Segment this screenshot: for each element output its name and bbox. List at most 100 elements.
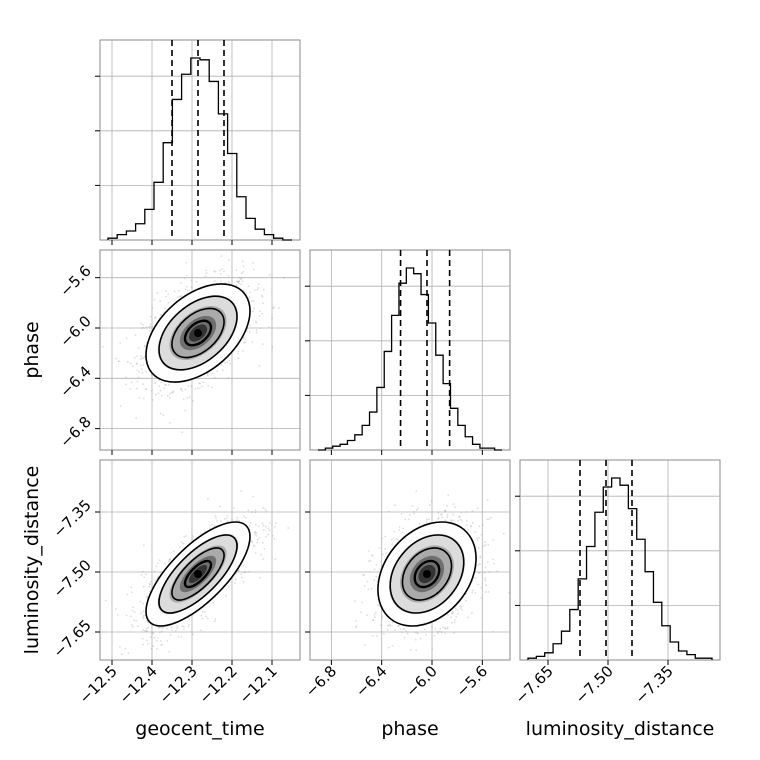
scatter-point	[240, 277, 243, 280]
scatter-point	[470, 524, 472, 527]
scatter-point	[492, 562, 495, 565]
scatter-point	[486, 518, 489, 521]
scatter-point	[143, 576, 146, 579]
scatter-point	[204, 284, 207, 286]
scatter-point	[374, 616, 376, 619]
scatter-point	[456, 609, 459, 611]
scatter-point	[190, 385, 193, 388]
scatter-point	[130, 615, 132, 618]
xtick-label: −7.50	[572, 662, 617, 707]
scatter-point	[148, 583, 151, 585]
scatter-point	[183, 628, 185, 630]
scatter-point	[402, 527, 405, 530]
scatter-point	[179, 295, 182, 298]
scatter-point	[146, 639, 149, 642]
scatter-point	[166, 394, 169, 397]
density-layer	[102, 255, 286, 434]
scatter-point	[131, 609, 134, 612]
scatter-point	[149, 323, 152, 325]
scatter-point	[159, 412, 162, 415]
scatter-point	[242, 337, 245, 339]
scatter-point	[184, 409, 187, 412]
scatter-point	[472, 589, 474, 592]
scatter-point	[160, 644, 163, 647]
scatter-point	[374, 611, 377, 614]
xlabel-geocent-time: geocent_time	[135, 718, 264, 740]
scatter-point	[135, 362, 138, 365]
scatter-point	[248, 524, 251, 527]
scatter-point	[246, 330, 249, 332]
scatter-point	[482, 545, 485, 547]
scatter-point	[454, 506, 456, 509]
density-layer	[354, 490, 510, 652]
scatter-point	[271, 346, 274, 349]
scatter-point	[180, 295, 183, 298]
scatter-point	[256, 541, 259, 544]
scatter-point	[268, 529, 271, 532]
scatter-point	[190, 286, 193, 288]
scatter-point	[251, 300, 254, 303]
scatter-point	[157, 575, 159, 578]
scatter-point	[155, 639, 158, 642]
scatter-point	[166, 640, 169, 642]
scatter-point	[453, 621, 456, 623]
scatter-point	[385, 552, 387, 554]
scatter-point	[129, 362, 132, 365]
scatter-point	[131, 365, 134, 368]
ytick-label: −7.65	[50, 616, 95, 661]
scatter-point	[220, 273, 222, 275]
scatter-point	[160, 643, 163, 646]
scatter-point	[238, 280, 241, 282]
scatter-point	[360, 611, 362, 614]
scatter-point	[162, 387, 165, 389]
scatter-point	[235, 284, 238, 286]
scatter-point	[185, 535, 187, 537]
scatter-point	[398, 526, 401, 528]
scatter-point	[441, 513, 443, 515]
scatter-point	[226, 520, 229, 522]
scatter-point	[180, 388, 183, 391]
scatter-point	[235, 519, 238, 522]
scatter-point	[238, 519, 240, 522]
panel-2d-luminosity-distance-vs-geocent-time	[95, 459, 301, 665]
scatter-point	[173, 290, 176, 293]
scatter-point	[213, 524, 216, 527]
scatter-point	[201, 617, 204, 620]
scatter-point	[275, 522, 277, 524]
scatter-point	[228, 359, 231, 362]
scatter-point	[241, 350, 244, 352]
scatter-point	[398, 529, 401, 531]
scatter-point	[496, 570, 498, 573]
scatter-point	[191, 538, 194, 540]
scatter-point	[250, 540, 253, 543]
scatter-point	[150, 647, 153, 650]
scatter-point	[147, 626, 150, 629]
scatter-point	[419, 637, 422, 640]
xtick-label: −6.4	[352, 662, 390, 700]
scatter-point	[190, 279, 193, 282]
scatter-point	[181, 431, 184, 434]
scatter-point	[231, 519, 234, 521]
scatter-point	[207, 384, 210, 387]
scatter-point	[226, 361, 229, 364]
scatter-point	[213, 270, 216, 273]
scatter-point	[261, 294, 263, 297]
scatter-point	[487, 561, 489, 563]
scatter-point	[169, 392, 171, 395]
scatter-point	[159, 314, 162, 316]
contour-line	[145, 521, 251, 627]
scatter-point	[268, 326, 271, 329]
scatter-point	[221, 268, 224, 270]
scatter-point	[446, 627, 449, 630]
scatter-point	[127, 652, 130, 654]
scatter-point	[252, 262, 255, 264]
panel-2d-luminosity-distance-vs-phase	[305, 459, 511, 665]
scatter-point	[251, 540, 254, 543]
scatter-point	[198, 387, 201, 389]
scatter-point	[452, 513, 455, 516]
scatter-point	[274, 558, 277, 561]
scatter-point	[471, 510, 474, 513]
scatter-point	[115, 357, 117, 360]
scatter-point	[125, 376, 127, 379]
scatter-point	[165, 290, 168, 292]
